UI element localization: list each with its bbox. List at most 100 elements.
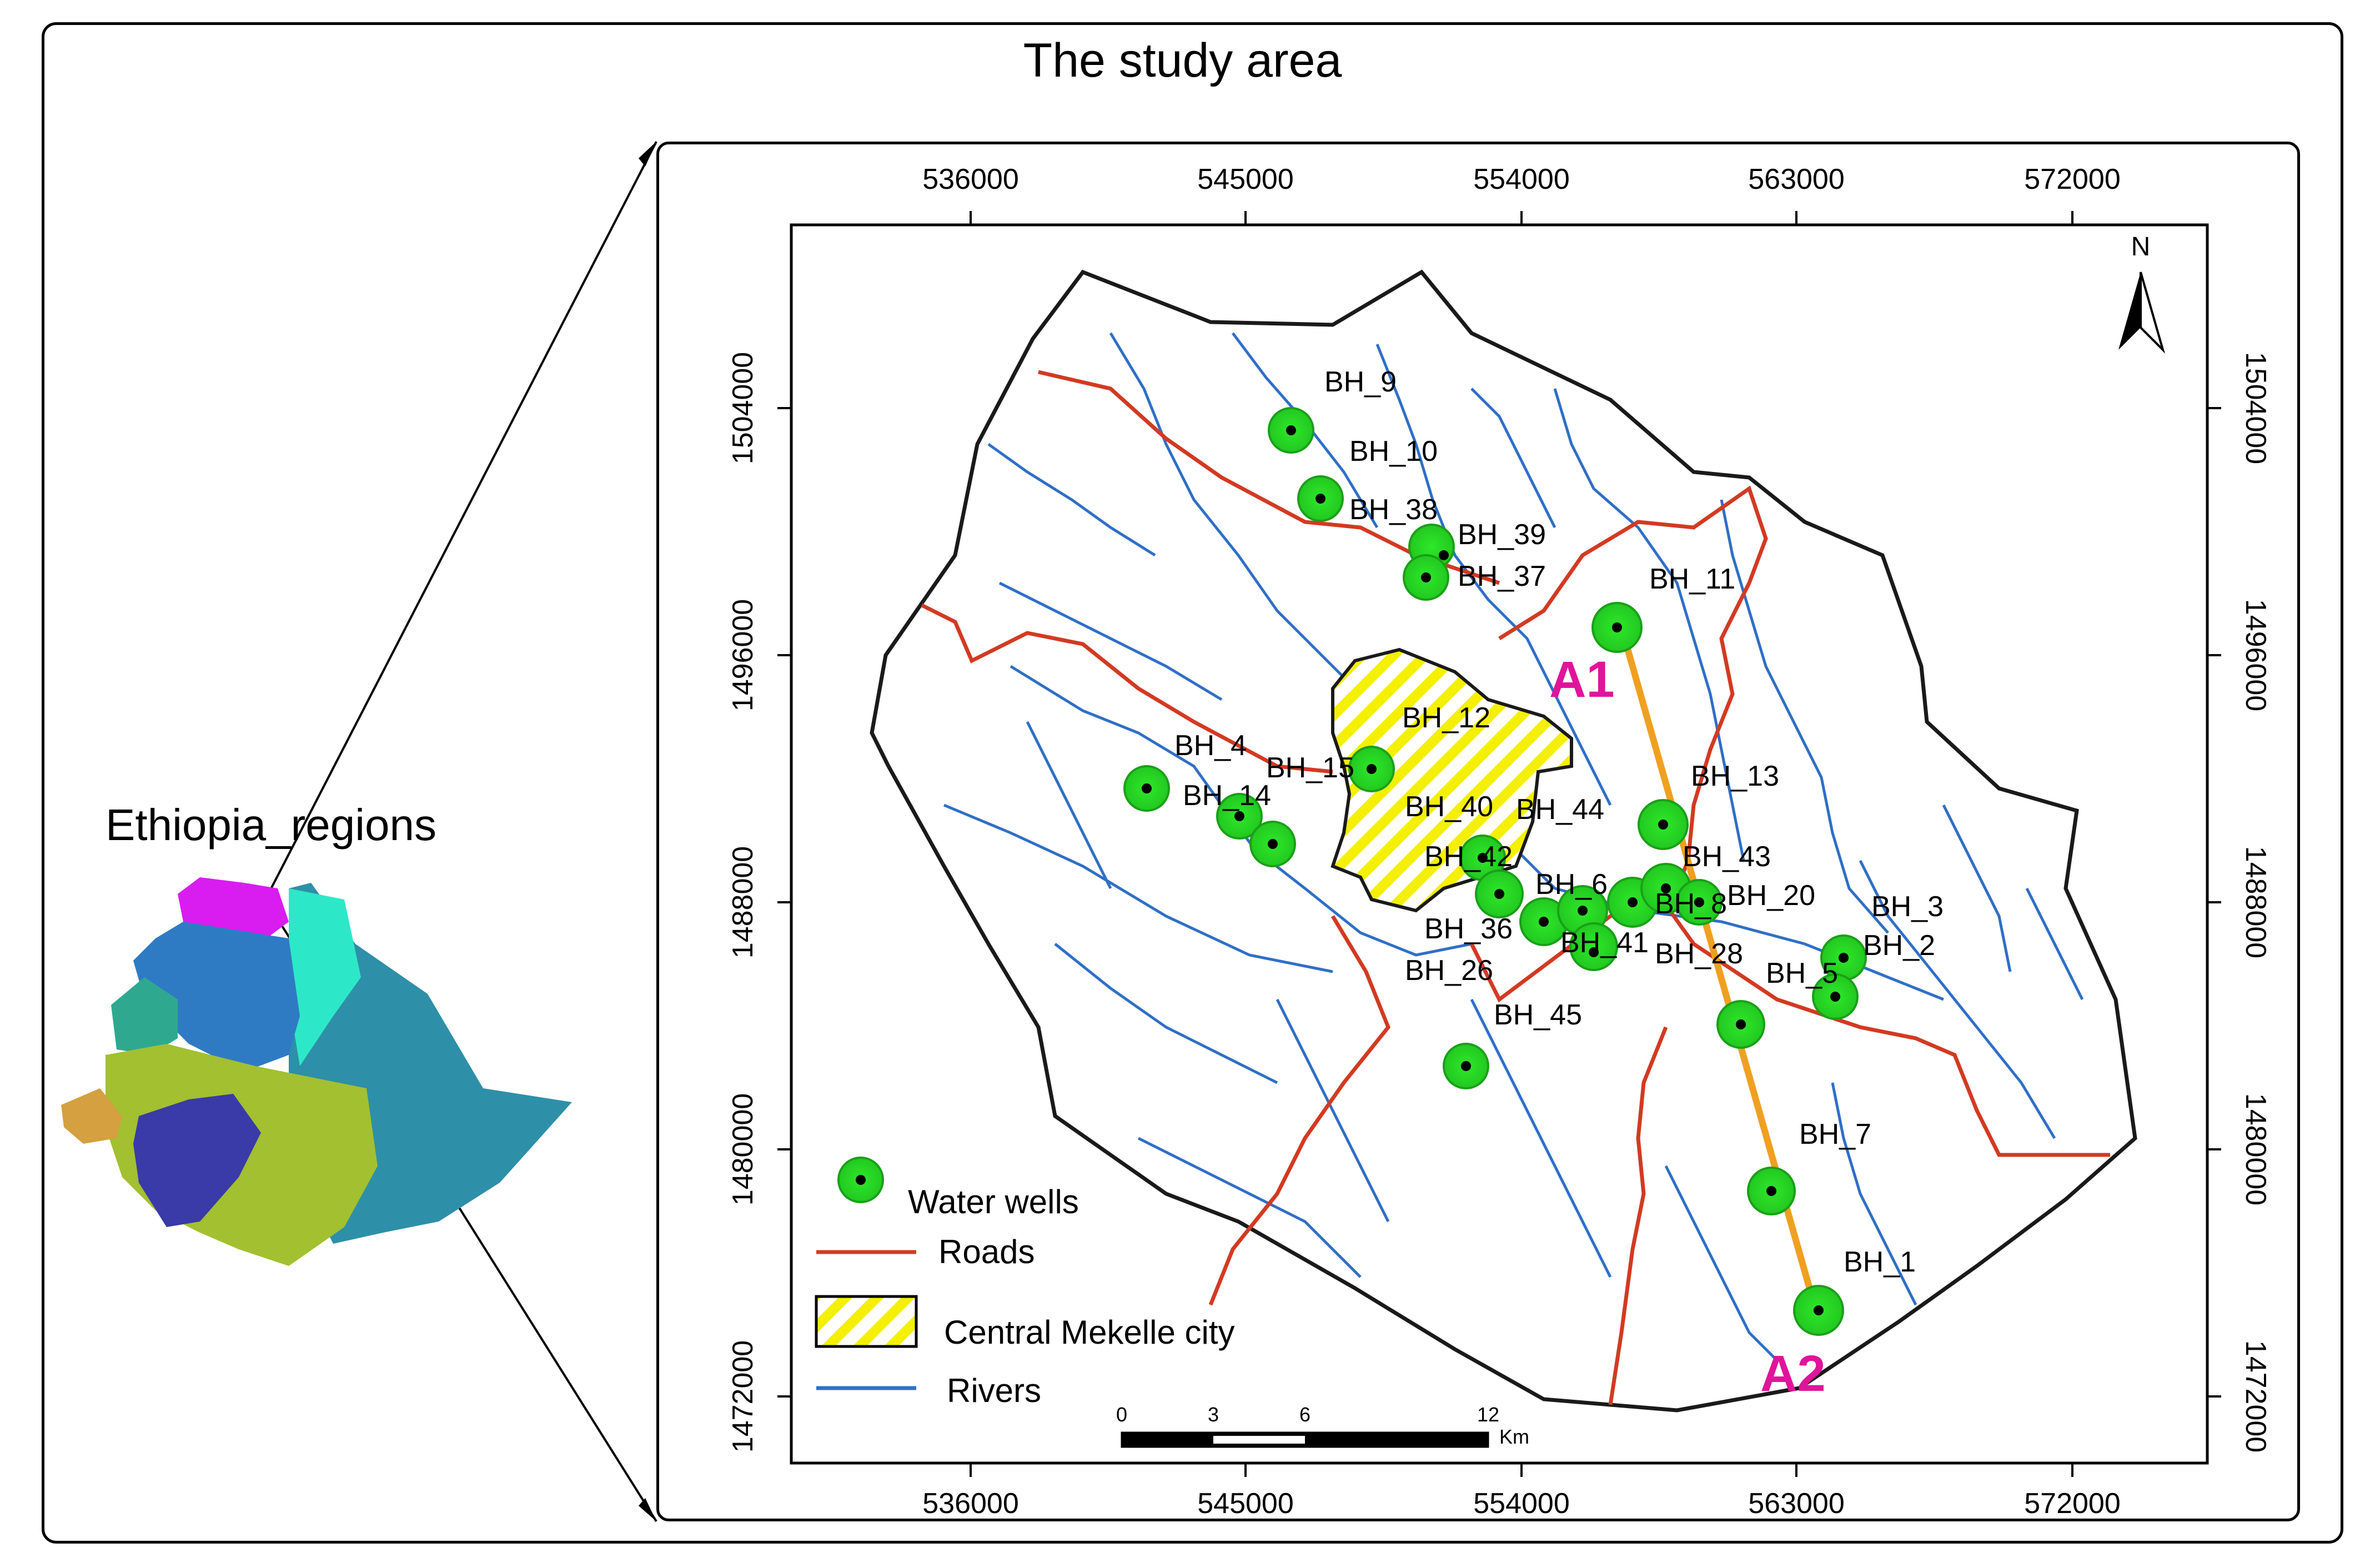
label-bh-37: BH_37	[1458, 560, 1546, 592]
x-tick-bottom-4: 563000	[1748, 1487, 1845, 1520]
well-bh-13	[1638, 799, 1689, 850]
legend-rivers-label: Rivers	[947, 1372, 1041, 1409]
well-bh-1	[1793, 1285, 1844, 1336]
x-tick-top-1: 536000	[922, 163, 1019, 195]
well-bh-14	[1216, 793, 1263, 840]
x-axis-top: 536000 545000 554000 563000 572000	[922, 163, 2121, 225]
well-bh-41	[1569, 922, 1618, 971]
central-mekelle-city	[1330, 647, 1573, 913]
region-benishangul	[111, 977, 178, 1055]
label-bh-15: BH_15	[1266, 752, 1354, 784]
label-bh-11: BH_11	[1649, 563, 1735, 595]
label-bh-38: BH_38	[1349, 494, 1438, 526]
legend: Water wells Roads Central Mekelle city R…	[815, 1157, 1235, 1409]
label-bh-45: BH_45	[1494, 999, 1582, 1031]
legend-well-symbol	[837, 1157, 884, 1203]
label-bh-14: BH_14	[1183, 780, 1271, 812]
inset-title: Ethiopia_regions	[106, 800, 436, 850]
well-labels: BH_9 BH_10 BH_38 BH_39 BH_37 BH_11 BH_12…	[1174, 366, 1944, 1278]
profile-end-label: A2	[1760, 1345, 1826, 1402]
label-bh-26: BH_26	[1405, 954, 1493, 987]
scale-bar: 0 3 6 12 Km	[1116, 1403, 1529, 1448]
x-axis-bottom: 536000 545000 554000 563000 572000	[922, 1463, 2121, 1520]
label-bh-43: BH_43	[1683, 841, 1771, 873]
well-bh-7	[1747, 1167, 1796, 1215]
label-bh-4: BH_4	[1174, 730, 1247, 762]
arrowhead-top	[639, 142, 656, 167]
y-tick-left-3: 1488000	[727, 846, 759, 958]
label-bh-9: BH_9	[1324, 366, 1397, 398]
well-bh-2	[1812, 973, 1859, 1020]
y-tick-left-4: 1480000	[727, 1093, 759, 1205]
legend-roads-label: Roads	[938, 1233, 1035, 1270]
ethiopia-regions-map	[61, 877, 572, 1266]
y-tick-right-4: 1480000	[2240, 1093, 2272, 1205]
label-bh-1: BH_1	[1844, 1246, 1916, 1278]
well-bh-20	[1676, 879, 1723, 926]
label-bh-28: BH_28	[1655, 938, 1743, 970]
label-bh-42: BH_42	[1424, 841, 1513, 873]
label-bh-39: BH_39	[1458, 519, 1546, 551]
y-tick-right-3: 1488000	[2240, 846, 2272, 958]
well-bh-42	[1475, 870, 1524, 918]
water-wells	[1123, 407, 1867, 1336]
region-amhara	[133, 922, 300, 1072]
well-bh-28	[1716, 1000, 1765, 1049]
legend-city-label: Central Mekelle city	[944, 1314, 1235, 1351]
label-bh-20: BH_20	[1727, 880, 1815, 912]
label-bh-12: BH_12	[1402, 702, 1490, 734]
label-bh-13: BH_13	[1691, 760, 1779, 792]
region-gambela	[61, 1088, 122, 1144]
well-bh-4	[1123, 765, 1170, 812]
y-tick-right-2: 1496000	[2240, 599, 2272, 711]
x-tick-top-5: 572000	[2024, 163, 2121, 195]
region-afar	[289, 888, 361, 1066]
label-bh-41: BH_41	[1560, 927, 1649, 959]
label-bh-36: BH_36	[1424, 913, 1513, 945]
label-bh-2: BH_2	[1863, 929, 1935, 962]
y-tick-right-1: 1504000	[2240, 352, 2272, 464]
north-arrow-icon: N	[2118, 232, 2166, 354]
arrowhead-bottom	[639, 1498, 656, 1521]
x-tick-bottom-2: 545000	[1197, 1487, 1294, 1520]
scale-tick-12: 12	[1477, 1403, 1499, 1426]
label-bh-40: BH_40	[1405, 791, 1493, 823]
well-bh-12	[1348, 746, 1395, 792]
legend-city-symbol	[815, 1295, 918, 1348]
well-bh-10	[1297, 475, 1344, 522]
figure-title: The study area	[1023, 34, 1342, 87]
label-bh-5: BH_5	[1766, 957, 1838, 989]
label-bh-3: BH_3	[1871, 891, 1944, 923]
well-bh-11	[1591, 602, 1643, 653]
connector-line-top	[264, 141, 657, 900]
label-bh-10: BH_10	[1349, 435, 1438, 468]
scale-tick-0: 0	[1116, 1403, 1127, 1426]
region-snnpr	[133, 1094, 261, 1227]
scale-unit: Km	[1499, 1425, 1529, 1448]
north-label: N	[2131, 232, 2151, 262]
label-bh-8: BH_8	[1655, 888, 1727, 920]
well-bh-9	[1268, 407, 1314, 454]
scale-tick-3: 3	[1208, 1403, 1219, 1426]
x-tick-top-3: 554000	[1473, 163, 1570, 195]
x-tick-top-2: 545000	[1197, 163, 1294, 195]
region-tigray	[178, 877, 289, 938]
label-bh-6: BH_6	[1535, 868, 1608, 901]
well-bh-37	[1403, 554, 1449, 601]
label-bh-44: BH_44	[1516, 793, 1604, 826]
legend-wells-label: Water wells	[908, 1183, 1079, 1220]
y-tick-right-5: 1472000	[2240, 1340, 2272, 1453]
x-tick-bottom-5: 572000	[2024, 1487, 2121, 1520]
y-tick-left-1: 1504000	[727, 352, 759, 464]
x-tick-top-4: 563000	[1748, 163, 1845, 195]
x-tick-bottom-3: 554000	[1473, 1487, 1570, 1520]
y-tick-left-5: 1472000	[727, 1340, 759, 1453]
y-tick-left-2: 1496000	[727, 599, 759, 711]
figure-frame	[42, 22, 2343, 1544]
well-bh-45	[1443, 1043, 1489, 1089]
y-axis-right: 1504000 1496000 1488000 1480000 1472000	[2207, 352, 2272, 1453]
y-axis-left: 1504000 1496000 1488000 1480000 1472000	[727, 352, 791, 1453]
well-bh-15	[1249, 821, 1296, 867]
well-bh-36	[1519, 897, 1568, 946]
